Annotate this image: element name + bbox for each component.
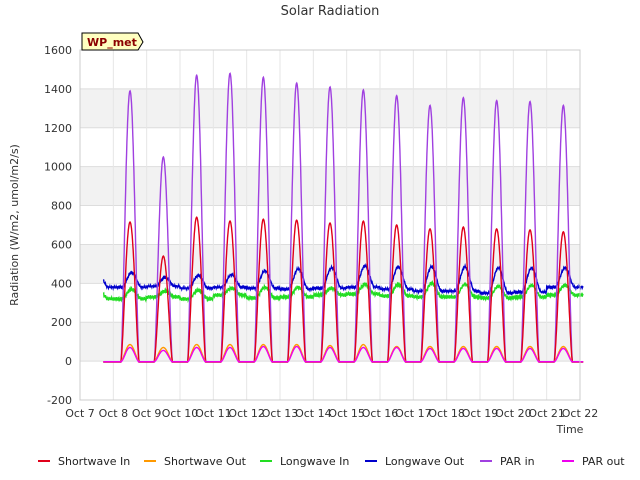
x-axis-title: Time: [556, 423, 584, 436]
x-tick-label: Oct 15: [328, 407, 365, 420]
x-tick-label: Oct 9: [132, 407, 162, 420]
y-tick-label: 600: [51, 238, 72, 251]
y-tick-label: 1000: [44, 161, 72, 174]
site-badge-label: WP_met: [87, 36, 137, 49]
legend-label: Shortwave In: [58, 455, 130, 468]
legend-item-longwave-out: Longwave Out: [365, 455, 465, 468]
legend-label: Longwave In: [280, 455, 349, 468]
legend-label: PAR out: [582, 455, 625, 468]
x-tick-label: Oct 12: [228, 407, 265, 420]
grid-band: [80, 166, 580, 206]
series-line-par-out: [103, 345, 584, 363]
y-tick-label: 400: [51, 277, 72, 290]
x-tick-label: Oct 17: [395, 407, 432, 420]
x-tick-label: Oct 13: [262, 407, 299, 420]
y-tick-label: 0: [65, 355, 72, 368]
legend-item-longwave-in: Longwave In: [260, 455, 349, 468]
legend-item-shortwave-out: Shortwave Out: [144, 455, 247, 468]
x-tick-label: Oct 20: [495, 407, 532, 420]
y-axis-title: Radiation (W/m2, umol/m2/s): [8, 144, 21, 306]
plot-bands: [80, 88, 580, 362]
y-axis: -200 0 200 400 600 800 1000 1200 1400 1600: [44, 44, 72, 407]
x-tick-label: Oct 16: [362, 407, 399, 420]
x-tick-label: Oct 8: [99, 407, 129, 420]
x-tick-label: Oct 14: [295, 407, 332, 420]
grid-band: [80, 244, 580, 284]
site-badge: WP_met: [81, 32, 144, 51]
y-tick-label: 1200: [44, 122, 72, 135]
y-tick-label: 1400: [44, 83, 72, 96]
y-tick-label: 200: [51, 316, 72, 329]
plot-frame: [79, 49, 581, 401]
legend-item-par-out: PAR out: [562, 455, 625, 468]
chart-title: Solar Radiation: [281, 4, 380, 19]
x-tick-label: Oct 10: [162, 407, 199, 420]
x-tick-label: Oct 11: [195, 407, 232, 420]
y-tick-label: 800: [51, 200, 72, 213]
legend-label: PAR in: [500, 455, 535, 468]
x-tick-label: Oct 22: [562, 407, 599, 420]
x-tick-label: Oct 21: [528, 407, 565, 420]
legend-label: Shortwave Out: [164, 455, 247, 468]
x-tick-label: Oct 18: [428, 407, 465, 420]
grid-band: [80, 88, 580, 128]
legend-item-par-in: PAR in: [480, 455, 535, 468]
series-layer: [102, 72, 584, 363]
y-tick-label: 1600: [44, 44, 72, 57]
legend-item-shortwave-in: Shortwave In: [38, 455, 130, 468]
legend: Shortwave In Shortwave Out Longwave In Long…: [38, 455, 625, 468]
grid-band: [80, 322, 580, 362]
x-tick-label: Oct 7: [65, 407, 95, 420]
site-badge-box: [81, 32, 144, 51]
legend-label: Longwave Out: [385, 455, 465, 468]
x-tick-label: Oct 19: [462, 407, 499, 420]
y-tick-label: -200: [47, 394, 72, 407]
